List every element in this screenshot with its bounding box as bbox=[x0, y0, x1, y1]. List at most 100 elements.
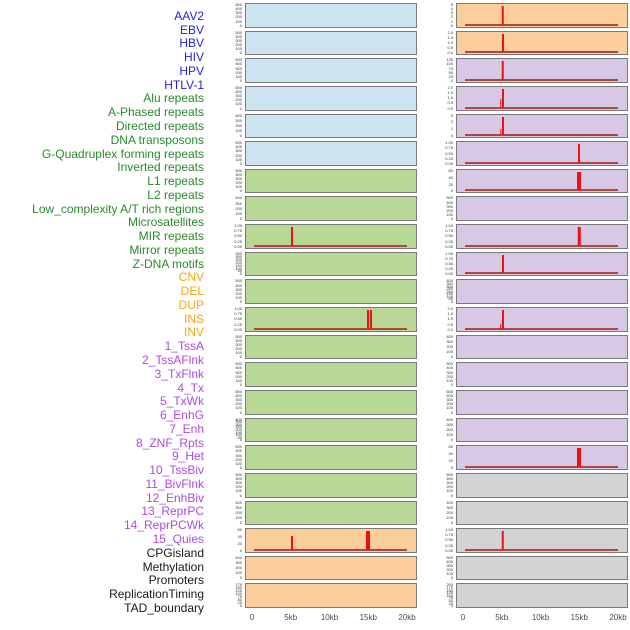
track-panel-4-tx bbox=[456, 141, 628, 166]
track-panel-l1-repeats bbox=[245, 334, 417, 360]
plot-area bbox=[254, 559, 407, 578]
track-row-aav2: 500 400 300 200 100 0 bbox=[205, 3, 417, 28]
y-axis-ticks: 350 300 250 200 150 100 50 0 bbox=[205, 251, 242, 276]
density-baseline bbox=[464, 272, 618, 275]
y-tick-label: 200 bbox=[235, 484, 242, 490]
track-row-directed-repeats: 1.00 0.75 0.50 0.25 0.00 bbox=[205, 224, 417, 249]
y-tick-label: 100 bbox=[235, 432, 242, 438]
track-row-microsatellites: 400 350 300 250 200 150 100 50 0 bbox=[205, 417, 417, 443]
y-tick-label: 0 bbox=[239, 437, 242, 443]
breakpoint-spike bbox=[577, 171, 582, 191]
x-tick-label: 10kb bbox=[531, 613, 550, 622]
plot-area bbox=[464, 6, 618, 26]
track-panel-ins bbox=[456, 3, 628, 28]
density-baseline bbox=[253, 327, 407, 330]
y-tick-label: 100 bbox=[235, 18, 242, 24]
x-axis-left-column: 0 5kb 10kb 15kb 20kb bbox=[249, 613, 416, 625]
feature-label-9-het: 9_Het bbox=[171, 449, 204, 464]
y-tick-label: 200 bbox=[235, 97, 242, 103]
y-tick-label: 100 bbox=[235, 515, 242, 520]
plot-area bbox=[465, 393, 618, 412]
y-tick-label: 50 bbox=[237, 434, 242, 440]
y-tick-label: 300 bbox=[235, 10, 242, 16]
track-panel-mirror-repeats bbox=[245, 472, 417, 498]
y-tick-label: 500 bbox=[235, 471, 242, 477]
feature-label-5-txwk: 5_TxWk bbox=[159, 394, 204, 409]
track-panel-z-dna-motifs bbox=[245, 500, 417, 526]
y-axis-ticks: 500 400 300 200 100 0 bbox=[416, 362, 453, 387]
y-axis-ticks: 1.00 0.75 0.50 0.25 0.00 bbox=[416, 141, 453, 166]
x-tick-label: 5kb bbox=[284, 613, 298, 622]
feature-label-cnv: CNV bbox=[178, 270, 204, 285]
y-tick-label: 0 bbox=[450, 22, 453, 28]
plot-area bbox=[253, 310, 407, 330]
plot-area bbox=[464, 448, 618, 468]
y-tick-label: 1 bbox=[450, 126, 453, 132]
y-tick-label: 250 bbox=[235, 256, 242, 262]
x-tick-label: 10kb bbox=[320, 613, 339, 622]
y-tick-label: 500 bbox=[446, 554, 453, 560]
y-tick-label: 200 bbox=[446, 484, 453, 490]
y-tick-label: 300 bbox=[446, 338, 453, 344]
track-row-alu-repeats: 500 400 300 200 100 0 bbox=[205, 168, 417, 194]
feature-label-7-enh: 7_Enh bbox=[169, 421, 204, 436]
feature-label-l2-repeats: L2 repeats bbox=[147, 187, 204, 202]
y-tick-label: 400 bbox=[446, 476, 453, 482]
feature-label-low-complexity-a-t-rich-regions: Low_complexity A/T rich regions bbox=[32, 201, 204, 216]
feature-label-14-reprpcwk: 14_ReprPCWk bbox=[123, 518, 204, 533]
y-tick-label: 2 bbox=[450, 14, 453, 20]
y-tick-label: 500 bbox=[235, 2, 242, 7]
y-axis-gutter: 2.0 1.5 1.0 0.5 0.0 bbox=[416, 30, 456, 56]
y-tick-label: 1.00 bbox=[445, 527, 453, 533]
y-axis-gutter: 200 175 150 125 100 75 50 25 0 bbox=[416, 583, 456, 608]
y-tick-label: 150 bbox=[446, 587, 453, 593]
y-axis-ticks: 60 40 20 0 bbox=[416, 168, 453, 193]
y-tick-label: 0 bbox=[239, 381, 242, 387]
y-tick-label: 0 bbox=[450, 77, 453, 83]
y-tick-label: 0 bbox=[450, 354, 453, 360]
breakpoint-spike bbox=[499, 129, 502, 136]
y-tick-label: 175 bbox=[235, 582, 242, 588]
plot-area bbox=[254, 448, 407, 467]
track-row-9-het: 400 350 300 250 200 150 100 50 0 bbox=[416, 279, 628, 305]
y-tick-label: 500 bbox=[235, 333, 242, 339]
breakpoint-spike bbox=[290, 535, 293, 550]
feature-label-replicationtiming: ReplicationTiming bbox=[109, 587, 204, 602]
plot-area bbox=[254, 6, 407, 25]
plot-area bbox=[254, 144, 407, 163]
track-panel-12-enhbiv bbox=[456, 362, 628, 387]
y-tick-label: 100 bbox=[446, 488, 453, 494]
y-tick-label: 25 bbox=[237, 600, 242, 606]
y-axis-ticks: 500 400 300 200 100 0 bbox=[205, 30, 242, 55]
track-panel-l2-repeats bbox=[245, 362, 417, 387]
y-tick-label: 75 bbox=[448, 65, 453, 71]
y-tick-label: 0 bbox=[239, 575, 242, 581]
y-axis-ticks: 500 400 300 200 100 0 bbox=[205, 362, 242, 387]
y-tick-label: 200 bbox=[235, 565, 242, 571]
track-row-1-tssa: 125 100 75 50 25 0 bbox=[416, 58, 628, 83]
plot-area bbox=[254, 393, 407, 412]
y-tick-label: 125 bbox=[235, 588, 242, 594]
y-tick-label: 1.0 bbox=[447, 316, 453, 322]
track-panel-3-txflnk bbox=[456, 113, 628, 139]
y-tick-label: 0.5 bbox=[447, 45, 453, 51]
y-axis-ticks: 400 300 200 100 0 bbox=[205, 500, 242, 525]
y-tick-label: 0 bbox=[450, 437, 453, 443]
track-panel-5-txwk bbox=[456, 168, 628, 194]
y-axis-ticks: 500 400 300 200 100 0 bbox=[205, 445, 242, 470]
y-tick-label: 300 bbox=[235, 480, 242, 486]
x-tick-label: 0 bbox=[249, 613, 255, 622]
y-axis-gutter: 125 100 75 50 25 0 bbox=[416, 58, 456, 83]
y-axis-gutter: 400 300 200 100 0 bbox=[205, 500, 245, 526]
y-tick-label: 100 bbox=[235, 570, 242, 576]
y-tick-label: 100 bbox=[235, 73, 242, 79]
y-tick-label: 400 bbox=[235, 476, 242, 482]
feature-label-10-tssbiv: 10_TssBiv bbox=[149, 463, 204, 478]
y-axis-ticks: 500 400 300 200 100 0 bbox=[205, 58, 242, 83]
y-tick-label: 0.00 bbox=[234, 243, 242, 249]
feature-label-8-znf-rpts: 8_ZNF_Rpts bbox=[135, 435, 204, 450]
y-axis-ticks: 500 400 300 200 100 0 bbox=[205, 85, 242, 110]
y-tick-label: 200 bbox=[446, 207, 453, 213]
plot-area bbox=[464, 61, 618, 81]
